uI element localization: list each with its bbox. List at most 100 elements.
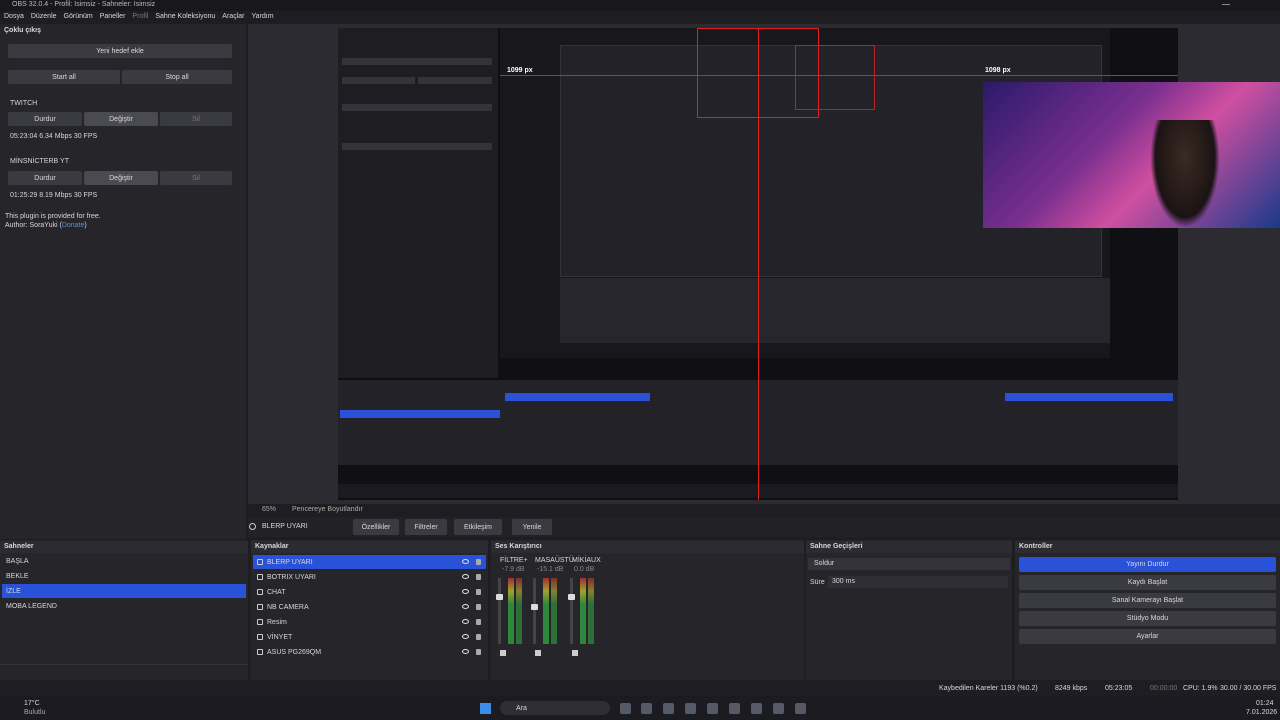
title-bar <box>0 0 1280 11</box>
source-item[interactable]: Resim <box>267 619 287 626</box>
menu-item[interactable]: Araçlar <box>222 13 245 20</box>
source-item[interactable]: CHAT <box>267 589 286 596</box>
status-dropped: Kaybedilen Kareler 1193 (%0.2) <box>939 685 1038 692</box>
donate-link[interactable]: Donate <box>61 222 85 229</box>
target-button[interactable]: Sil <box>160 171 232 185</box>
duration-input[interactable]: 300 ms <box>828 576 1008 588</box>
source-item[interactable]: VİNYET <box>267 634 293 641</box>
nested-button <box>342 143 492 150</box>
menu-item[interactable]: Sahne Koleksiyonu <box>155 13 216 20</box>
taskbar-app[interactable] <box>707 703 718 714</box>
lock-toggle[interactable] <box>476 634 481 640</box>
visibility-toggle[interactable] <box>462 634 469 639</box>
toolbar-button[interactable]: Özellikler <box>353 519 399 535</box>
start-button[interactable] <box>480 703 491 714</box>
start-all-button[interactable]: Start all <box>8 70 120 84</box>
channel-name: MİKİAUX <box>572 557 601 564</box>
taskbar-app[interactable] <box>751 703 762 714</box>
mute-button[interactable] <box>535 650 541 656</box>
visibility-toggle[interactable] <box>462 619 469 624</box>
target-button[interactable]: Değiştir <box>84 112 158 126</box>
dock-header: Kontroller <box>1015 541 1280 553</box>
mute-button[interactable] <box>572 650 578 656</box>
multi-output-dock <box>0 24 246 539</box>
toolbar-button[interactable]: Etkileşim <box>454 519 502 535</box>
taskbar-app[interactable] <box>729 703 740 714</box>
visibility-toggle[interactable] <box>462 559 469 564</box>
nested-button <box>342 77 415 84</box>
menu-item[interactable]: Paneller <box>99 13 126 20</box>
source-toolbar <box>248 517 1280 537</box>
taskbar-app[interactable] <box>663 703 674 714</box>
scene-item[interactable]: BAŞLA <box>6 558 29 565</box>
scene-item[interactable]: İZLE <box>6 588 21 595</box>
nested-button <box>342 58 492 65</box>
target-button[interactable]: Sil <box>160 112 232 126</box>
mute-button[interactable] <box>500 650 506 656</box>
menu-item[interactable]: Görünüm <box>63 13 93 20</box>
scene-item[interactable]: MOBA LEGEND <box>6 603 57 610</box>
source-icon <box>249 523 256 530</box>
scene-item[interactable]: BEKLE <box>6 573 29 580</box>
add-target-button[interactable]: Yeni hedef ekle <box>8 44 232 58</box>
search-box[interactable] <box>500 701 610 715</box>
target-button[interactable]: Durdur <box>8 112 82 126</box>
fader-handle[interactable] <box>568 594 575 600</box>
visibility-toggle[interactable] <box>462 574 469 579</box>
lock-toggle[interactable] <box>476 574 481 580</box>
control-button[interactable]: Stüdyo Modu <box>1019 611 1276 626</box>
control-button[interactable]: Ayarlar <box>1019 629 1276 644</box>
taskbar-app[interactable] <box>620 703 631 714</box>
source-item[interactable]: BLERP UYARI <box>267 559 313 566</box>
webcam-person <box>1150 120 1220 228</box>
fit-label[interactable]: Pencereye Boyutlandır <box>292 506 363 513</box>
control-button[interactable]: Kaydı Başlat <box>1019 575 1276 590</box>
target-button[interactable]: Değiştir <box>84 171 158 185</box>
status-record-time: 00:00:00 <box>1150 685 1178 692</box>
taskbar <box>0 696 1280 720</box>
source-item[interactable]: NB CAMERA <box>267 604 309 611</box>
toolbar-button[interactable]: Yenile <box>512 519 552 535</box>
menu-item[interactable]: Profil <box>132 13 149 20</box>
control-button[interactable]: Yayını Durdur <box>1019 557 1276 572</box>
source-item[interactable]: ASUS PG269QM <box>267 649 322 656</box>
transition-select[interactable]: Soldur <box>808 558 1010 570</box>
taskbar-app[interactable] <box>685 703 696 714</box>
menu-bar: Dosya Düzenle Görünüm Paneller Profil Sahne K… <box>0 11 1280 23</box>
visibility-toggle[interactable] <box>462 604 469 609</box>
source-type-icon <box>257 649 263 655</box>
source-type-icon <box>257 619 263 625</box>
nested-button <box>418 77 492 84</box>
window-controls <box>1222 4 1230 8</box>
taskbar-app[interactable] <box>641 703 652 714</box>
level-meter <box>580 578 586 644</box>
control-button[interactable]: Sanal Kamerayı Başlat <box>1019 593 1276 608</box>
taskbar-app[interactable] <box>795 703 806 714</box>
status-stream-time: 05:23:05 <box>1105 685 1133 692</box>
fader-handle[interactable] <box>531 604 538 610</box>
visibility-toggle[interactable] <box>462 649 469 654</box>
guide-line-v <box>758 28 759 500</box>
visibility-toggle[interactable] <box>462 589 469 594</box>
source-item[interactable]: BOTRIX UYARI <box>267 574 316 581</box>
stop-all-button[interactable]: Stop all <box>122 70 232 84</box>
menu-item[interactable]: Dosya <box>4 13 24 20</box>
menu-item[interactable]: Yardım <box>251 13 274 20</box>
webcam-feed <box>983 82 1280 228</box>
lock-toggle[interactable] <box>476 619 481 625</box>
channel-name: MASAÜSTÜ <box>535 557 574 564</box>
level-meter <box>551 578 557 644</box>
lock-toggle[interactable] <box>476 589 481 595</box>
fader-handle[interactable] <box>496 594 503 600</box>
lock-toggle[interactable] <box>476 559 481 565</box>
taskbar-app[interactable] <box>773 703 784 714</box>
target-button[interactable]: Durdur <box>8 171 82 185</box>
fader-track <box>570 578 573 644</box>
weather-desc: Bulutlu <box>24 709 46 716</box>
author-end: ) <box>84 222 87 229</box>
menu-item[interactable]: Düzenle <box>30 13 57 20</box>
scene-selected <box>2 584 246 598</box>
lock-toggle[interactable] <box>476 604 481 610</box>
toolbar-button[interactable]: Filtreler <box>405 519 447 535</box>
lock-toggle[interactable] <box>476 649 481 655</box>
